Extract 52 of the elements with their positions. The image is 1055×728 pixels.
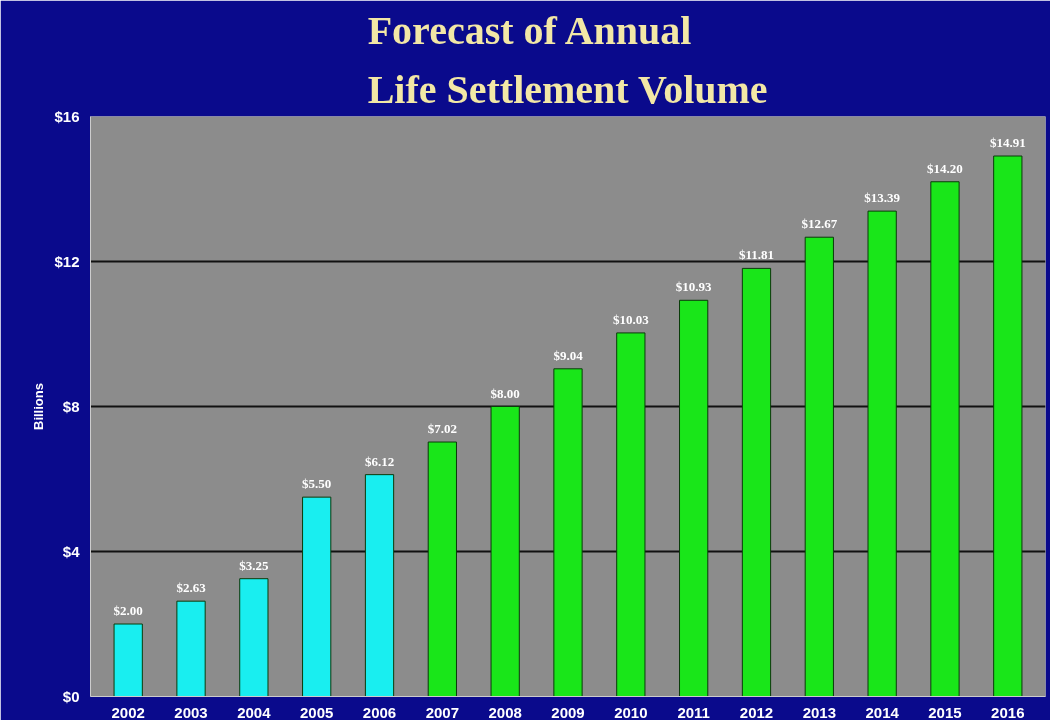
bar [239,578,269,697]
bar [741,267,772,697]
data-label: $5.50 [302,476,332,492]
data-label: $11.81 [738,247,775,263]
bar [113,623,143,697]
bar [993,155,1023,697]
bar [679,299,709,697]
x-tick-label: 2006 [362,703,397,721]
x-tick-label: 2007 [425,703,460,721]
bar [867,210,897,697]
y-axis-title: Billions [31,383,47,430]
bar [616,332,646,697]
x-tick-label: 2002 [111,703,145,721]
data-label: $13.39 [864,190,901,206]
bar [804,236,834,697]
data-label: $7.02 [427,421,457,437]
data-label: $2.00 [113,603,143,618]
y-tick-label: $4 [62,543,81,560]
y-tick-label: $0 [62,688,80,705]
x-tick-label: 2014 [865,703,900,721]
x-tick-label: 2008 [488,703,522,721]
bar [364,474,395,697]
y-tick-label: $12 [54,253,80,270]
bar [490,406,520,697]
x-tick-label: 2009 [551,703,585,721]
bar [302,496,332,697]
x-tick-label: 2012 [739,703,774,721]
chart-title: Forecast of Annual Life Settlement Volume [367,8,768,112]
data-label: $6.12 [364,453,395,469]
bar [427,441,457,697]
data-label: $3.25 [239,557,269,573]
bar [176,600,206,697]
data-label: $10.93 [675,279,713,295]
x-tick-label: 2004 [237,703,272,721]
x-tick-label: 2015 [928,703,962,721]
x-tick-label: 2016 [991,703,1025,721]
x-tick-label: 2010 [614,703,648,721]
data-label: $10.03 [612,311,650,327]
y-tick-label: $8 [62,398,80,415]
x-tick-label: 2005 [300,703,334,721]
x-tick-label: 2013 [802,703,837,721]
data-label: $9.04 [553,347,584,363]
data-label: $8.00 [490,385,520,401]
y-tick-label: $16 [54,108,80,125]
data-label: $14.91 [989,135,1026,151]
data-label: $2.63 [176,580,207,596]
data-label: $12.67 [801,216,838,232]
x-tick-label: 2011 [677,703,710,721]
bar [930,181,960,697]
bar [553,368,583,697]
data-label: $14.20 [927,160,963,176]
x-tick-label: 2003 [174,703,208,721]
